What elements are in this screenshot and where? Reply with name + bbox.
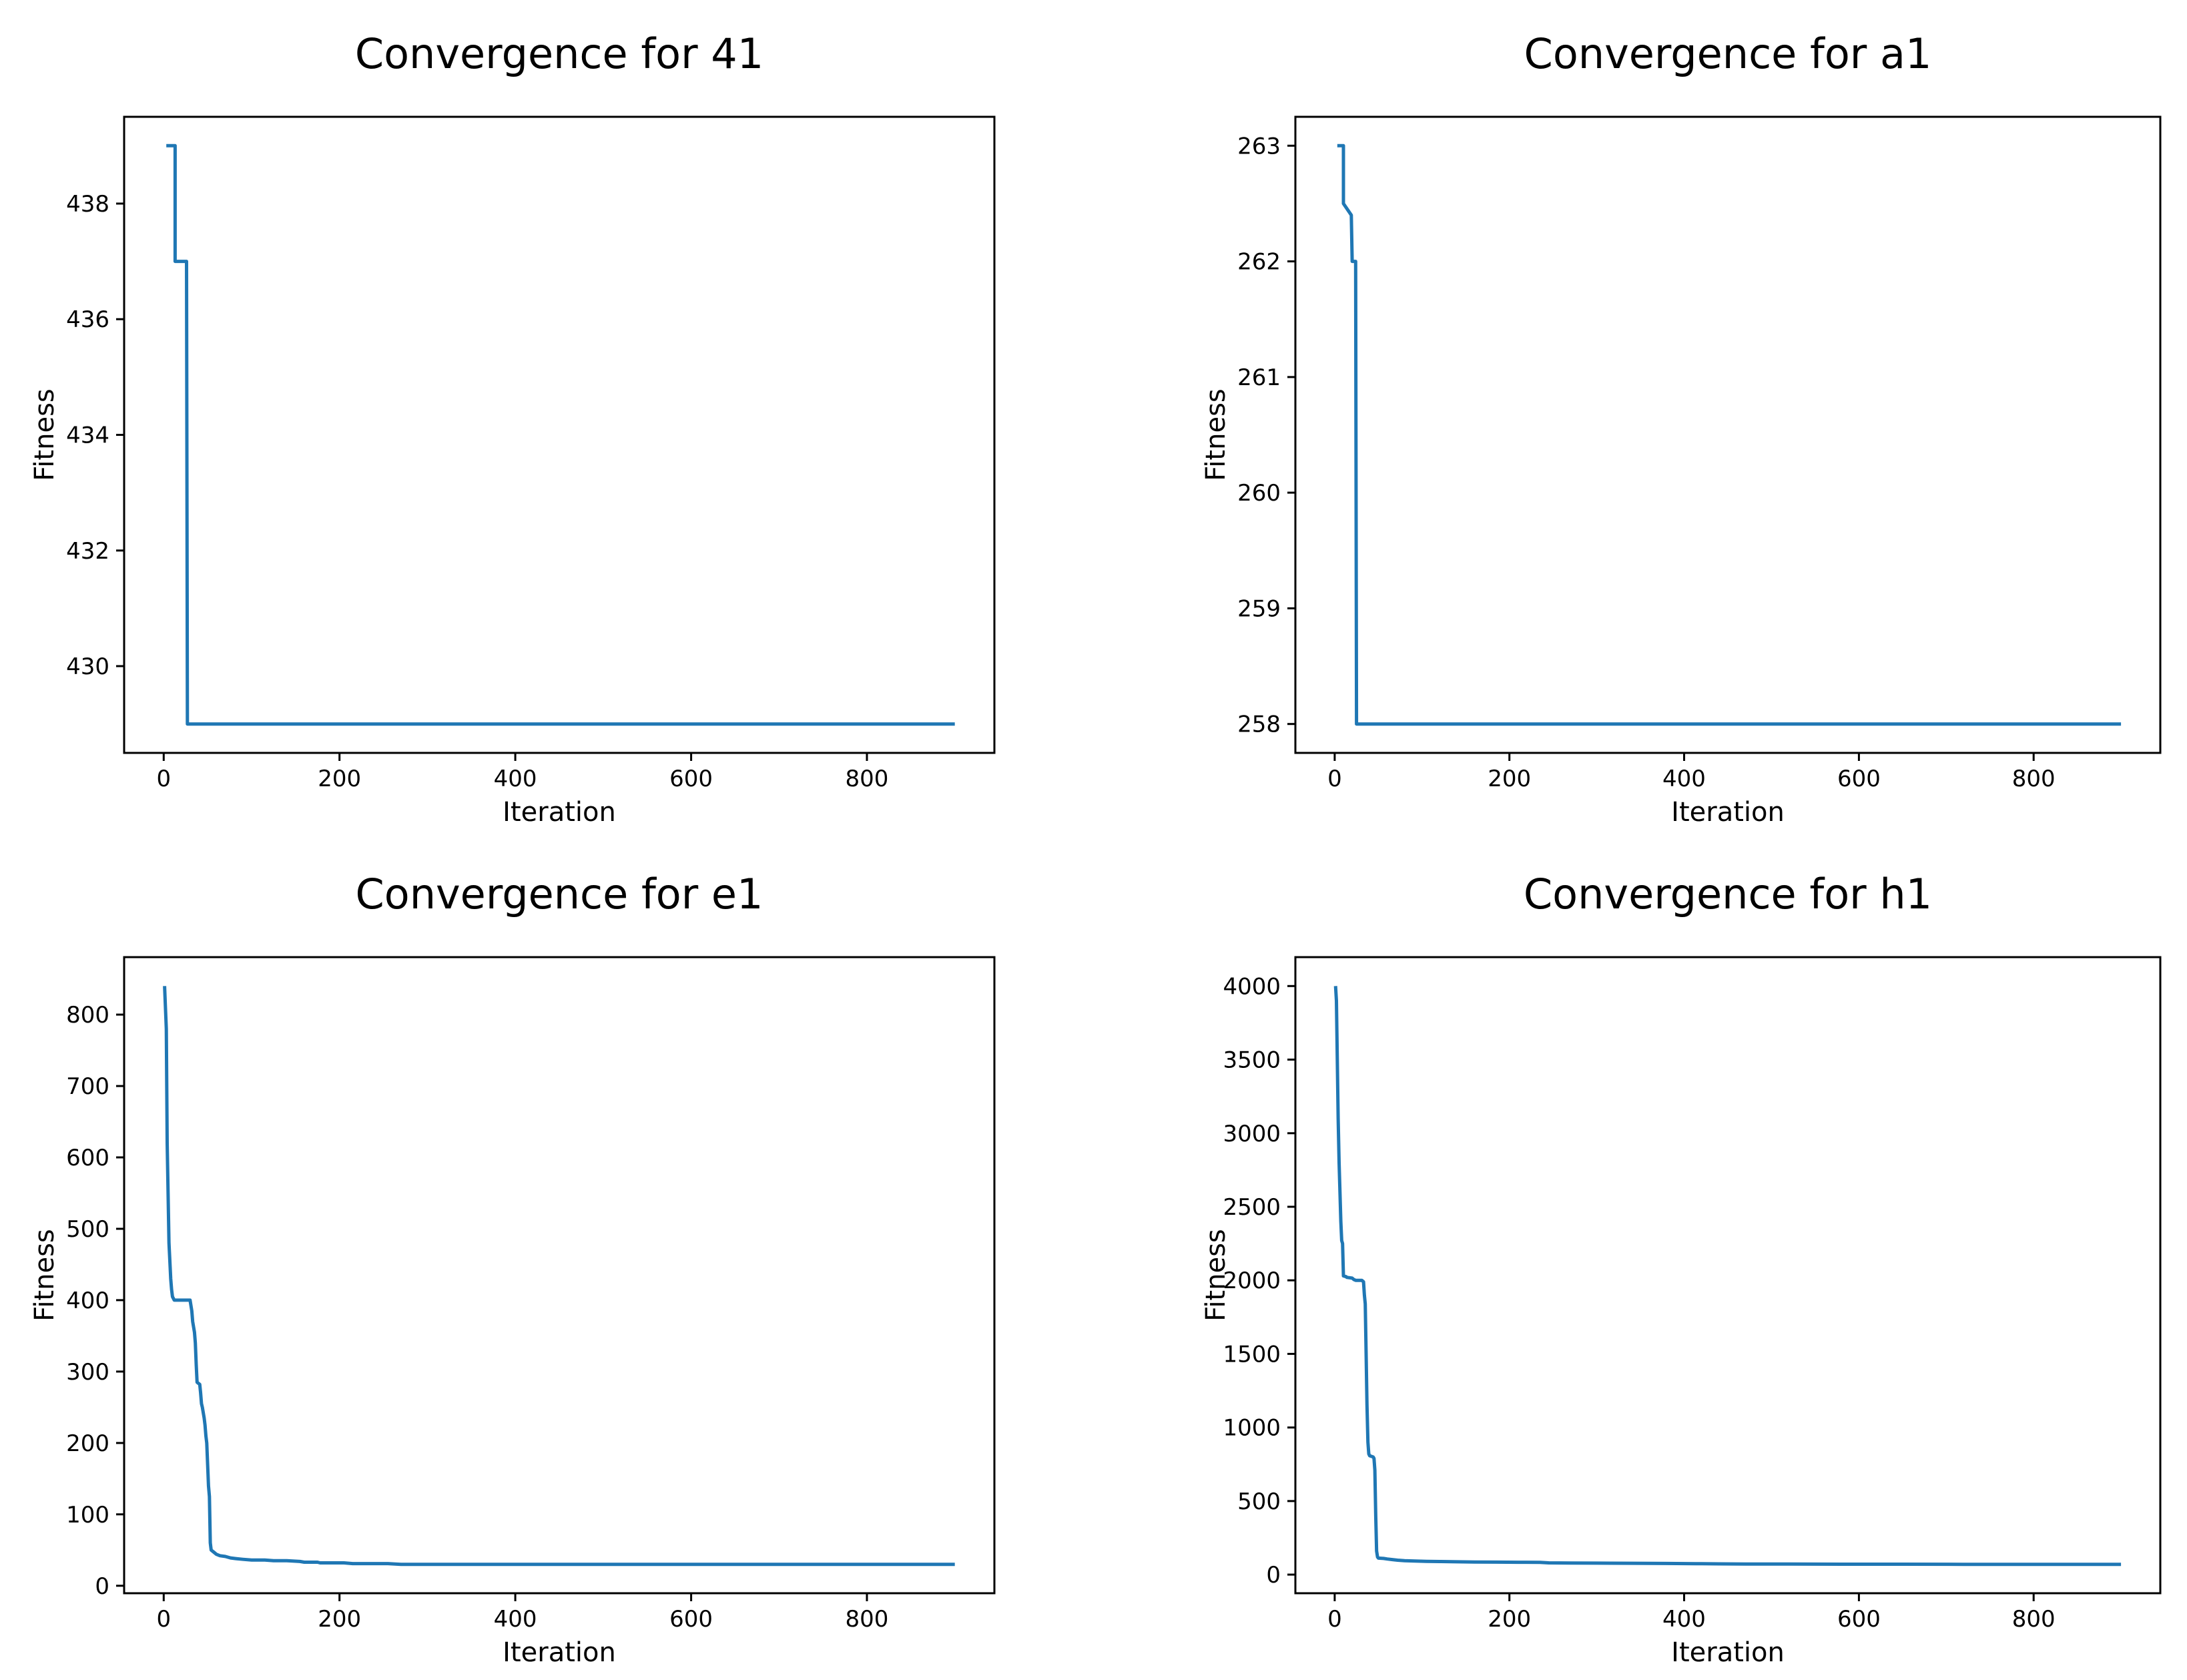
chart-title: Convergence for e1 <box>355 870 763 918</box>
chart-title: Convergence for 41 <box>355 29 763 78</box>
x-axis-label: Iteration <box>503 797 616 828</box>
x-tick-label: 0 <box>1327 1606 1342 1633</box>
y-tick-label: 500 <box>66 1216 109 1243</box>
fitness-line <box>1333 986 2122 1567</box>
y-tick-label: 0 <box>95 1573 109 1600</box>
y-axis-label: Fitness <box>29 388 60 481</box>
y-tick-label: 4000 <box>1223 973 1281 1000</box>
y-tick-label: 100 <box>66 1502 109 1528</box>
y-tick-label: 438 <box>66 191 109 218</box>
y-tick-label: 1000 <box>1223 1415 1281 1442</box>
x-tick-label: 0 <box>156 766 171 792</box>
subplot-a1-canvas: 0 200 400 600 800 258 259 260 261 262 263 Convergen… <box>1201 29 2162 828</box>
y-tick-label: 400 <box>66 1288 109 1314</box>
axes-frame <box>123 115 996 754</box>
x-tick-label: 400 <box>494 1606 537 1633</box>
x-tick-label: 600 <box>669 1606 713 1633</box>
subplot-convergence-e1: 0 200 400 600 800 0 100 200 300 400 500 600 700 800 Co… <box>0 840 1093 1680</box>
y-tick-label: 434 <box>66 423 109 449</box>
x-tick-label: 800 <box>2012 1606 2056 1633</box>
x-tick-label: 0 <box>1327 766 1342 792</box>
chart-title: Convergence for a1 <box>1524 29 1932 78</box>
y-tick-label: 700 <box>66 1073 109 1100</box>
y-tick-label: 300 <box>66 1359 109 1386</box>
subplot-convergence-a1: 0 200 400 600 800 258 259 260 261 262 263 Convergen… <box>1094 0 2187 840</box>
x-tick-label: 800 <box>2012 766 2056 792</box>
y-tick-label: 436 <box>66 306 109 333</box>
y-tick-label: 260 <box>1237 480 1281 507</box>
y-tick-label: 259 <box>1237 595 1281 622</box>
x-tick-label: 0 <box>156 1606 171 1633</box>
y-tick-label: 2000 <box>1223 1268 1281 1294</box>
subplot-convergence-h1: 0 200 400 600 800 0 500 1000 1500 2000 2500 3000 350… <box>1094 840 2187 1680</box>
axes-frame <box>123 956 996 1595</box>
x-axis-label: Iteration <box>1671 1637 1785 1668</box>
y-tick-label: 1500 <box>1223 1341 1281 1368</box>
axes-frame <box>1294 956 2162 1595</box>
x-tick-label: 400 <box>1662 766 1706 792</box>
fitness-line <box>166 144 955 726</box>
subplot-convergence-41: 0 200 400 600 800 430 432 434 436 438 Convergence … <box>0 0 1093 840</box>
fitness-line <box>1337 144 2122 726</box>
y-tick-label: 3500 <box>1223 1047 1281 1074</box>
y-axis-label: Fitness <box>1201 388 1231 481</box>
y-tick-label: 800 <box>66 1002 109 1029</box>
x-tick-label: 200 <box>1488 766 1531 792</box>
y-tick-label: 500 <box>1237 1488 1281 1515</box>
y-tick-label: 261 <box>1237 364 1281 391</box>
y-tick-label: 600 <box>66 1145 109 1171</box>
fitness-line <box>163 986 955 1567</box>
y-tick-label: 0 <box>1266 1562 1281 1589</box>
y-tick-label: 258 <box>1237 712 1281 738</box>
y-axis-label: Fitness <box>29 1229 60 1322</box>
y-tick-label: 263 <box>1237 133 1281 160</box>
x-axis-label: Iteration <box>503 1637 616 1668</box>
x-tick-label: 200 <box>318 1606 361 1633</box>
x-tick-label: 200 <box>1488 1606 1531 1633</box>
subplot-e1-canvas: 0 200 400 600 800 0 100 200 300 400 500 600 700 800 Co… <box>29 870 996 1668</box>
x-tick-label: 200 <box>318 766 361 792</box>
x-tick-label: 800 <box>846 766 889 792</box>
y-tick-label: 2500 <box>1223 1194 1281 1221</box>
y-tick-label: 200 <box>66 1430 109 1457</box>
x-tick-label: 600 <box>669 766 713 792</box>
y-axis-label: Fitness <box>1201 1229 1231 1322</box>
chart-title: Convergence for h1 <box>1524 870 1932 918</box>
y-tick-label: 262 <box>1237 249 1281 276</box>
x-tick-label: 600 <box>1837 1606 1881 1633</box>
y-tick-label: 432 <box>66 538 109 565</box>
x-tick-label: 800 <box>846 1606 889 1633</box>
x-axis-label: Iteration <box>1671 797 1785 828</box>
x-tick-label: 400 <box>494 766 537 792</box>
y-tick-label: 430 <box>66 653 109 680</box>
axes-frame <box>1294 115 2162 754</box>
subplot-h1-canvas: 0 200 400 600 800 0 500 1000 1500 2000 2500 3000 350… <box>1201 870 2162 1668</box>
subplot-41-canvas: 0 200 400 600 800 430 432 434 436 438 Convergence … <box>29 29 996 828</box>
x-tick-label: 600 <box>1837 766 1881 792</box>
y-tick-label: 3000 <box>1223 1121 1281 1147</box>
x-tick-label: 400 <box>1662 1606 1706 1633</box>
